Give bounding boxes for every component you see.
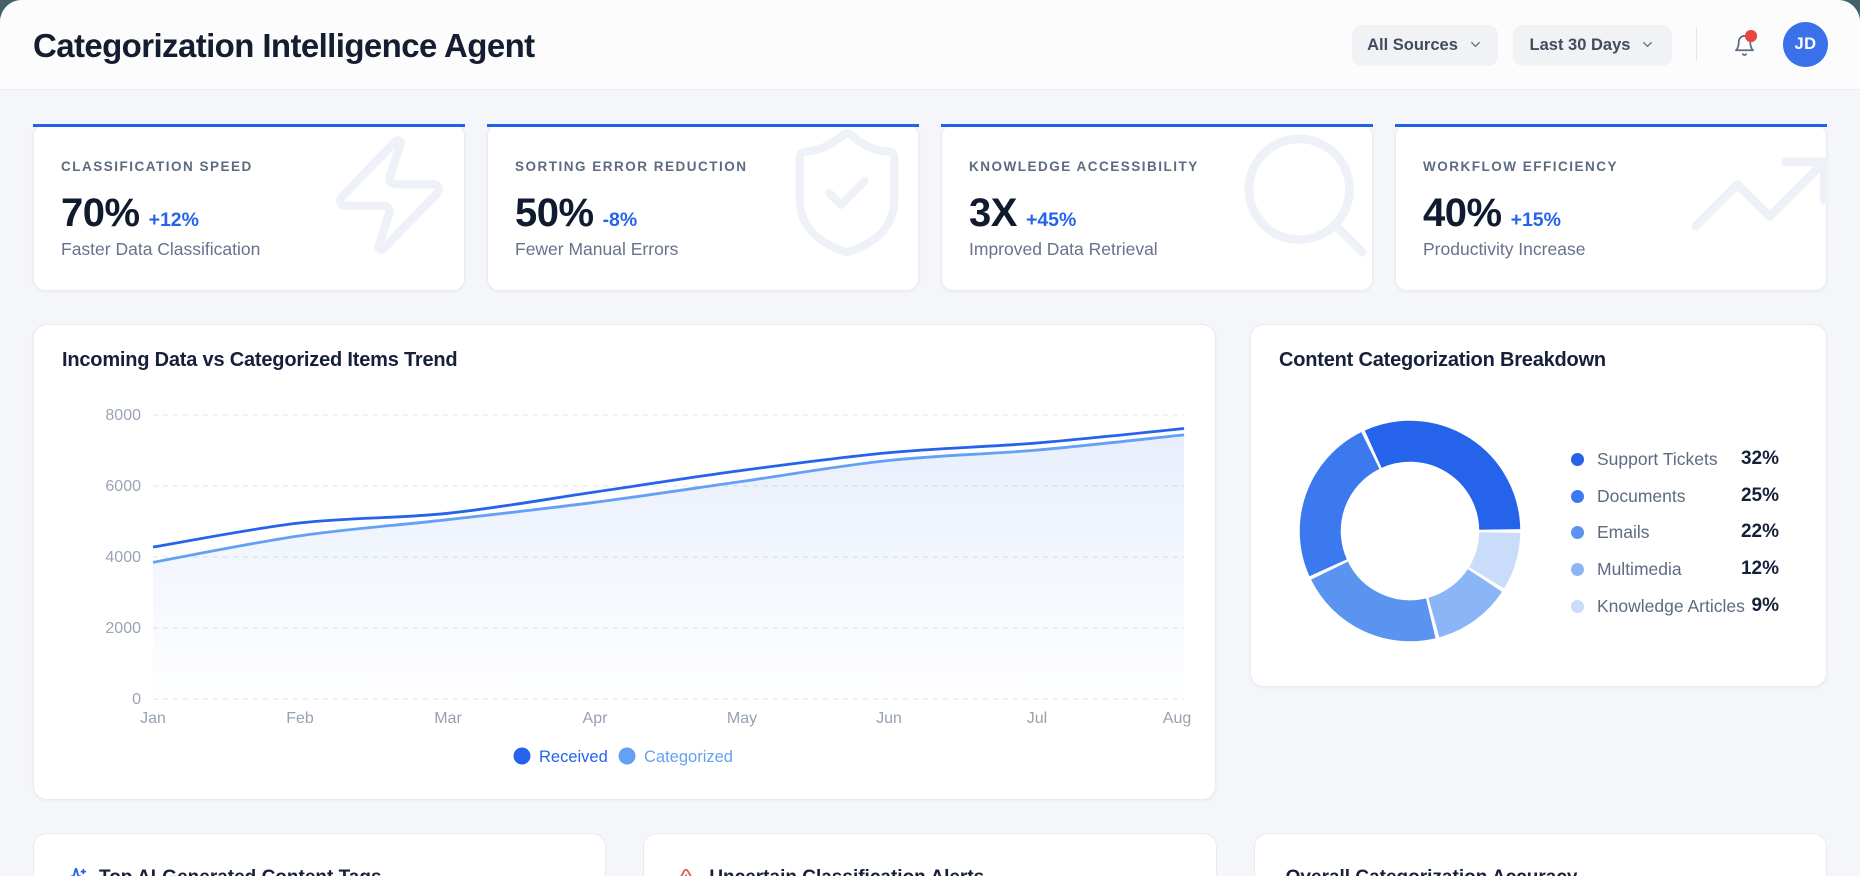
- svg-text:0: 0: [132, 691, 141, 708]
- svg-text:2000: 2000: [105, 620, 141, 637]
- svg-text:Jul: Jul: [1027, 710, 1047, 727]
- svg-text:6000: 6000: [105, 478, 141, 495]
- svg-text:Aug: Aug: [1163, 710, 1191, 727]
- svg-text:4000: 4000: [105, 549, 141, 566]
- svg-text:Categorized: Categorized: [644, 748, 733, 766]
- svg-text:Mar: Mar: [434, 710, 462, 727]
- svg-text:Jan: Jan: [140, 710, 166, 727]
- svg-text:Received: Received: [539, 748, 608, 766]
- svg-text:Feb: Feb: [286, 710, 314, 727]
- svg-text:Jun: Jun: [876, 710, 902, 727]
- svg-text:8000: 8000: [105, 407, 141, 424]
- svg-text:Apr: Apr: [583, 710, 609, 727]
- svg-text:May: May: [727, 710, 757, 727]
